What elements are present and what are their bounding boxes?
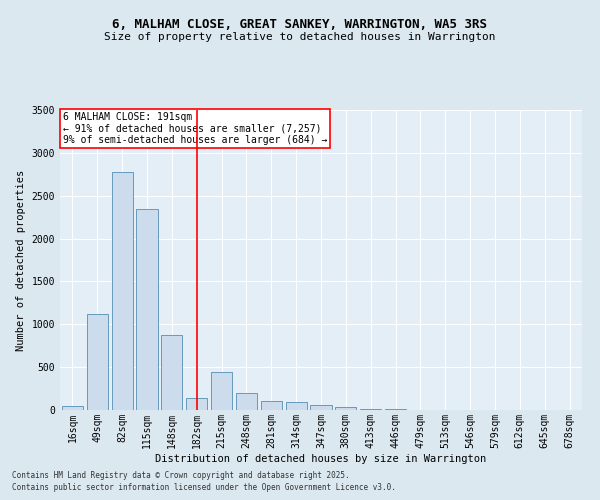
Text: Size of property relative to detached houses in Warrington: Size of property relative to detached ho…: [104, 32, 496, 42]
Y-axis label: Number of detached properties: Number of detached properties: [16, 170, 26, 350]
Bar: [136, 210, 158, 410]
Bar: [112, 172, 133, 410]
Bar: [286, 402, 307, 410]
Bar: [62, 406, 83, 410]
Bar: [310, 406, 332, 410]
Text: 6, MALHAM CLOSE, GREAT SANKEY, WARRINGTON, WA5 3RS: 6, MALHAM CLOSE, GREAT SANKEY, WARRINGTO…: [113, 18, 487, 30]
Bar: [236, 393, 257, 410]
Text: 6 MALHAM CLOSE: 191sqm
← 91% of detached houses are smaller (7,257)
9% of semi-d: 6 MALHAM CLOSE: 191sqm ← 91% of detached…: [62, 112, 327, 144]
Text: Contains HM Land Registry data © Crown copyright and database right 2025.: Contains HM Land Registry data © Crown c…: [12, 471, 350, 480]
Bar: [87, 314, 108, 410]
Bar: [161, 334, 182, 410]
Bar: [360, 408, 381, 410]
Bar: [186, 398, 207, 410]
Text: Contains public sector information licensed under the Open Government Licence v3: Contains public sector information licen…: [12, 484, 396, 492]
X-axis label: Distribution of detached houses by size in Warrington: Distribution of detached houses by size …: [155, 454, 487, 464]
Bar: [211, 372, 232, 410]
Bar: [385, 409, 406, 410]
Bar: [335, 408, 356, 410]
Bar: [261, 402, 282, 410]
